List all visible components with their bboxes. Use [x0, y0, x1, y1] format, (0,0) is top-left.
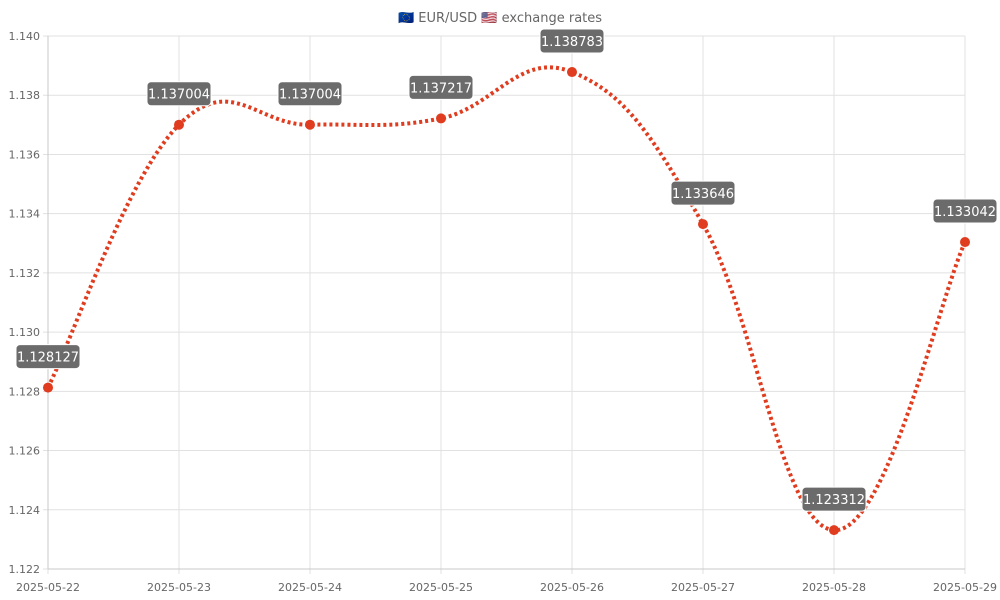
- data-label: 1.137004: [277, 81, 343, 107]
- data-point: [174, 119, 184, 130]
- y-tick-label: 1.140: [9, 30, 41, 43]
- data-point: [960, 237, 970, 248]
- data-label-box: [932, 198, 998, 224]
- data-point: [305, 119, 315, 130]
- y-tick-label: 1.128: [9, 385, 41, 398]
- y-tick-label: 1.126: [9, 445, 41, 458]
- data-point: [567, 67, 577, 78]
- x-tick-label: 2025-05-26: [540, 581, 604, 594]
- data-label: 1.133042: [932, 198, 998, 224]
- data-label-box: [277, 81, 343, 107]
- data-label-box: [670, 180, 736, 206]
- data-label-text: 1.137004: [279, 88, 341, 103]
- x-tick-label: 2025-05-28: [802, 581, 866, 594]
- x-tick-label: 2025-05-24: [278, 581, 342, 594]
- data-point: [698, 219, 708, 230]
- data-label-text: 1.137004: [148, 88, 210, 103]
- data-label: 1.133646: [670, 180, 736, 206]
- data-label-box: [146, 81, 212, 107]
- series-layer: [43, 65, 970, 536]
- y-tick-label: 1.130: [9, 326, 41, 339]
- data-label: 1.123312: [801, 486, 867, 512]
- data-point: [436, 113, 446, 124]
- axes: 1.122 1.124 1.126 1.128 1.130 1.132 1.134 1.136…: [9, 30, 997, 594]
- chart-title: 🇪🇺 EUR/USD 🇺🇸 exchange rates: [398, 11, 602, 26]
- data-label: 1.138783: [539, 28, 605, 54]
- data-label-text: 1.138783: [541, 35, 603, 50]
- x-tick-label: 2025-05-23: [147, 581, 211, 594]
- series-line: [46, 65, 967, 533]
- data-label-text: 1.133646: [672, 187, 734, 202]
- data-labels: 1.128127 1.137004 1.137004 1.137217 1.138783…: [15, 28, 998, 512]
- y-tick-label: 1.138: [9, 89, 41, 102]
- data-label-box: [408, 74, 474, 100]
- y-tick-label: 1.124: [9, 504, 41, 517]
- data-point: [829, 525, 839, 536]
- data-label-box: [15, 344, 81, 370]
- x-tick-label: 2025-05-29: [933, 581, 997, 594]
- x-tick-label: 2025-05-22: [16, 581, 80, 594]
- y-tick-label: 1.132: [9, 267, 41, 280]
- data-label-text: 1.123312: [803, 493, 865, 508]
- y-tick-label: 1.122: [9, 563, 41, 576]
- data-label: 1.137217: [408, 74, 474, 100]
- data-label: 1.128127: [15, 344, 81, 370]
- x-tick-label: 2025-05-27: [671, 581, 735, 594]
- data-point: [43, 382, 53, 393]
- data-label: 1.137004: [146, 81, 212, 107]
- data-label-box: [801, 486, 867, 512]
- data-label-text: 1.133042: [934, 205, 996, 220]
- y-tick-label: 1.136: [9, 148, 41, 161]
- data-label-text: 1.128127: [17, 351, 79, 366]
- y-tick-label: 1.134: [9, 208, 41, 221]
- data-label-text: 1.137217: [410, 81, 472, 96]
- x-tick-label: 2025-05-25: [409, 581, 473, 594]
- data-label-box: [539, 28, 605, 54]
